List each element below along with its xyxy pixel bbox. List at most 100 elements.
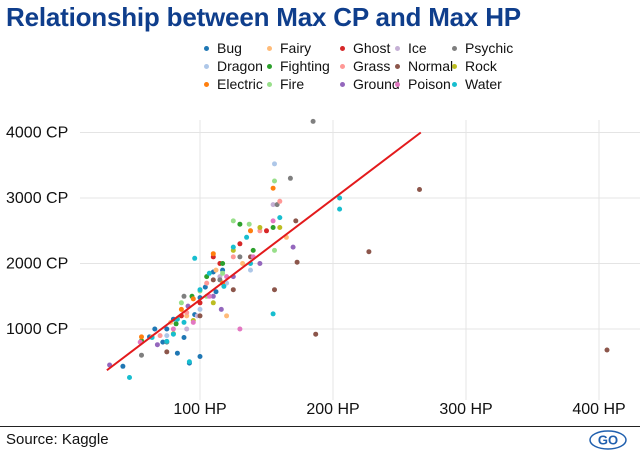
series-psychic	[139, 118, 316, 358]
legend-label: Rock	[465, 58, 497, 74]
x-tick-label: 400 HP	[572, 401, 625, 418]
data-point-normal	[604, 347, 610, 353]
legend-item-psychic: Psychic	[452, 40, 513, 56]
data-point-fire	[230, 218, 236, 224]
data-point-ghost	[264, 228, 269, 234]
legend-item-ghost: Ghost	[340, 40, 390, 56]
legend-marker	[204, 63, 209, 69]
data-point-electric	[190, 296, 196, 302]
data-point-electric	[270, 185, 276, 191]
series-fighting	[139, 221, 276, 344]
data-point-water	[192, 255, 198, 261]
logo-text: GO	[598, 433, 618, 448]
data-point-poison	[237, 326, 243, 332]
y-tick-label: 4000 CP	[6, 125, 68, 142]
legend-marker	[267, 81, 272, 87]
data-point-dragon	[248, 267, 253, 273]
series-normal	[164, 187, 610, 355]
data-point-dragon	[272, 161, 277, 167]
legend-item-bug: Bug	[204, 40, 242, 56]
data-point-bug	[160, 339, 166, 345]
legend-marker	[395, 81, 400, 87]
legend-marker	[395, 45, 400, 51]
data-point-bug	[164, 326, 170, 332]
x-tick-label: 300 HP	[439, 401, 492, 418]
legend-label: Normal	[408, 58, 454, 74]
series-grass	[157, 198, 283, 339]
data-point-grass	[157, 333, 163, 339]
legend-label: Water	[465, 76, 502, 92]
legend-item-water: Water	[452, 76, 502, 92]
data-point-fighting	[250, 247, 256, 253]
legend-item-ice: Ice	[395, 40, 427, 56]
data-point-rock	[277, 225, 283, 230]
legend-label: Fire	[280, 76, 305, 92]
legend-marker	[267, 45, 272, 51]
legend-item-fire: Fire	[267, 76, 304, 92]
data-point-ground	[154, 342, 160, 348]
data-point-electric	[139, 334, 144, 340]
gridlines	[80, 120, 640, 400]
data-point-fire	[272, 178, 277, 184]
data-point-psychic	[139, 352, 144, 358]
legend-marker	[204, 45, 209, 51]
series-fire	[178, 178, 277, 306]
data-point-psychic	[274, 202, 280, 208]
data-point-fighting	[270, 225, 276, 230]
data-point-fighting	[237, 221, 243, 227]
data-point-normal	[293, 218, 299, 224]
legend-item-dragon: Dragon	[204, 58, 263, 74]
data-points	[107, 118, 610, 380]
legend-marker	[452, 81, 457, 87]
data-point-water	[186, 359, 192, 365]
data-point-fire	[246, 221, 252, 227]
data-point-normal	[197, 313, 203, 319]
data-point-bug	[152, 326, 158, 332]
data-point-ground	[218, 306, 224, 312]
series-poison	[137, 218, 276, 345]
legend-item-normal: Normal	[395, 58, 453, 74]
data-point-fire	[220, 270, 226, 276]
data-point-grass	[277, 198, 283, 204]
data-point-water	[170, 331, 176, 337]
data-point-fairy	[213, 267, 219, 273]
legend-label: Electric	[217, 76, 263, 92]
data-point-grass	[204, 280, 210, 286]
legend-marker	[340, 45, 345, 51]
data-point-normal	[313, 331, 319, 337]
data-point-dragon	[224, 280, 230, 286]
tick-labels: 1000 CP 2000 CP 3000 CP 4000 CP 100 HP 200 HP…	[6, 125, 626, 419]
chart-title: Relationship between Max CP and Max HP	[6, 2, 521, 32]
legend-item-rock: Rock	[452, 58, 497, 74]
data-point-bug	[197, 354, 203, 359]
legend-marker	[267, 63, 272, 69]
data-point-water	[277, 215, 283, 221]
data-point-water	[337, 206, 343, 212]
y-tick-label: 1000 CP	[6, 321, 68, 338]
series-dragon	[164, 161, 277, 339]
trendline-layer	[106, 131, 422, 372]
legend-label: Bug	[217, 40, 242, 56]
data-point-bug	[213, 289, 219, 295]
legend-label: Grass	[353, 58, 391, 74]
trendline	[106, 131, 422, 372]
go-logo: GO	[589, 430, 627, 450]
data-point-electric	[210, 251, 216, 257]
data-point-ground	[290, 244, 296, 250]
x-tick-label: 200 HP	[306, 401, 359, 418]
series-fairy	[149, 234, 289, 340]
data-point-bug	[181, 335, 187, 340]
data-point-water	[206, 270, 212, 276]
legend-label: Fairy	[280, 40, 312, 56]
legend-label: Dragon	[217, 58, 263, 74]
y-tick-label: 2000 CP	[6, 256, 68, 273]
legend-item-fairy: Fairy	[267, 40, 311, 56]
data-point-water	[244, 234, 250, 240]
data-point-psychic	[237, 254, 243, 260]
data-point-dragon	[164, 333, 170, 339]
data-point-ghost	[237, 241, 243, 247]
source-note: Source: Kaggle	[6, 431, 109, 448]
data-point-ground	[257, 261, 263, 266]
data-point-normal	[366, 249, 372, 255]
series-bug	[120, 267, 226, 369]
